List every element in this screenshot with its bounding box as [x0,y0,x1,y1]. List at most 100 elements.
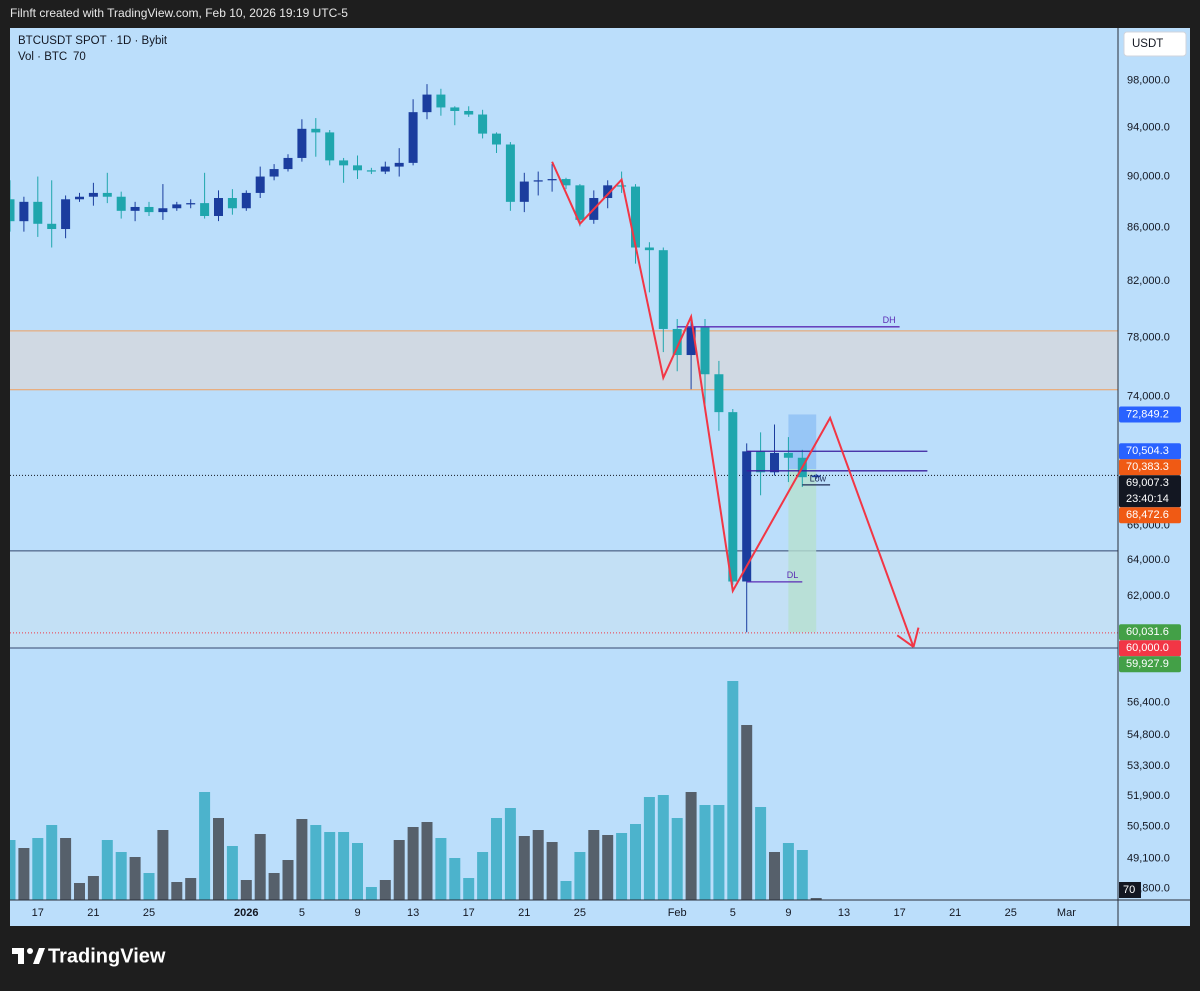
candle-body [255,176,265,193]
x-tick-label: 25 [574,907,586,919]
price-tag-label: 70,504.3 [1126,445,1169,457]
logo-part [33,948,45,964]
volume-bar [699,805,711,900]
volume-bar [685,792,697,900]
candle-body [644,247,654,251]
volume-bar [143,873,155,900]
volume-bar [616,833,628,900]
x-tick-label: 21 [949,907,961,919]
x-tick-label: 13 [838,907,850,919]
price-tag [1119,640,1181,657]
level-label: DL [787,570,799,580]
volume-bar [463,878,475,900]
price-tag [1119,656,1181,673]
candle-body [172,204,182,209]
candle-body [75,196,84,200]
volume-bar [157,830,169,900]
candle-body [561,179,571,186]
arrow-head [912,627,920,648]
price-tag-label: 70,383.3 [1126,461,1169,473]
candle-body [658,250,668,329]
volume-bar [393,840,405,900]
candle-body [519,181,529,202]
candle-body [88,192,98,197]
currency-button[interactable] [1123,31,1187,57]
volume-bar [671,818,683,900]
y-tick-label: 50,500.0 [1127,821,1170,833]
y-tick-label: 64,000.0 [1127,554,1170,566]
y-tick-label: 90,000.0 [1127,170,1170,182]
header-text: Filnft created with TradingView.com, Feb… [10,6,348,20]
volume-bar [32,838,44,900]
footer-brand: TradingView [48,945,166,967]
candle-body [728,412,738,582]
volume-bar [477,852,489,900]
volume-bar [643,797,655,900]
y-tick-label: 82,000.0 [1127,275,1170,287]
volume-bar [338,832,350,900]
x-tick-label: 2026 [234,907,258,919]
candle-body [130,206,140,211]
volume-bar [226,846,238,900]
candle-body [714,374,724,413]
price-tag-label: 68,472.6 [1126,509,1169,521]
volume-bar [101,840,113,900]
volume-bar [782,843,794,900]
candle-body [353,165,362,171]
candle-body [394,162,404,167]
tradingview-logo [12,948,45,964]
plot-area: DH DL Low [10,84,1118,900]
volume-bar [268,873,280,900]
volume-bar [379,880,391,900]
candle-body [408,112,418,163]
candle-body [47,223,57,230]
candle-body [10,199,15,222]
chart-background [10,28,1190,926]
x-tick-label: 25 [143,907,155,919]
drawing-path [551,161,915,648]
volume-legend: Vol · BTC [18,51,67,63]
candle-body [325,132,335,161]
logo-part [27,948,33,954]
volume-bar [727,681,739,900]
volume-bar [546,842,558,900]
price-tag-label: 60,000.0 [1126,642,1169,654]
volume-bar [755,807,767,900]
x-tick-label: 25 [1005,907,1017,919]
candle-body [672,328,682,356]
price-tag [1119,624,1181,641]
candle-body [116,196,126,211]
candle-body [464,110,474,115]
volume-bar [504,808,516,900]
candle-body [811,475,821,478]
x-tick-label: Mar [1057,907,1076,919]
y-tick-label: 62,000.0 [1127,590,1170,602]
volume-bar [324,832,336,900]
candle-body [575,185,585,220]
candle-body [19,201,29,222]
volume-bar [129,857,141,900]
price-tag-label: 60,031.6 [1126,626,1169,638]
volume-bar [518,836,530,900]
x-tick-label: 13 [407,907,419,919]
candle-body [311,128,321,133]
volume-bar [588,830,600,900]
volume-legend-value: 70 [73,51,86,63]
y-tick-label: 98,000.0 [1127,75,1170,87]
volume-bar [87,876,99,900]
x-tick-label: 17 [463,907,475,919]
volume-bar [18,848,30,900]
price-tag-countdown: 23:40:14 [1126,493,1169,505]
volume-bar [741,725,753,900]
currency-label[interactable]: USDT [1132,38,1163,50]
volume-bar [532,830,544,900]
candle-body [686,327,696,356]
x-tick-label: 5 [730,907,736,919]
symbol-title: BTCUSDT SPOT · 1D · Bybit [18,35,168,47]
volume-bar [60,838,72,900]
volume-bar [602,835,614,900]
candle-body [450,107,460,111]
price-tag [1119,507,1181,524]
volume-bar [435,838,447,900]
